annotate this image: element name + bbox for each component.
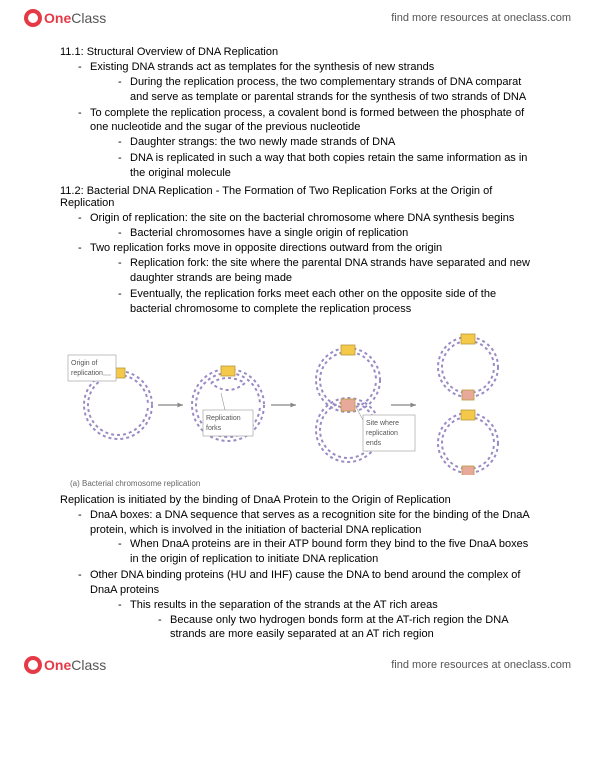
bullet-text: To complete the replication process, a c… xyxy=(90,107,524,134)
bullet-text: Existing DNA strands act as templates fo… xyxy=(90,61,434,73)
logo-icon xyxy=(24,656,42,674)
svg-text:ends: ends xyxy=(366,440,382,447)
footer: OneClass find more resources at oneclass… xyxy=(0,647,595,683)
page-content: 11.1: Structural Overview of DNA Replica… xyxy=(0,36,595,647)
bullet-text: DNA is replicated in such a way that bot… xyxy=(130,152,527,179)
logo: OneClass xyxy=(24,9,106,27)
bullet: When DnaA proteins are in their ATP boun… xyxy=(118,537,535,567)
logo-icon xyxy=(24,9,42,27)
bullet-text: Eventually, the replication forks meet e… xyxy=(130,288,496,315)
section-title-3: Replication is initiated by the binding … xyxy=(60,494,535,506)
bullet-text: During the replication process, the two … xyxy=(130,76,526,103)
bullet-text: Replication fork: the site where the par… xyxy=(130,257,530,284)
bullet: Two replication forks move in opposite d… xyxy=(78,241,535,316)
diagram-caption: (a) Bacterial chromosome replication xyxy=(60,479,535,488)
bullet: DNA is replicated in such a way that bot… xyxy=(118,151,535,181)
svg-text:Site where: Site where xyxy=(366,420,399,427)
bullet-text: Other DNA binding proteins (HU and IHF) … xyxy=(90,569,520,596)
bullet-text: Daughter strangs: the two newly made str… xyxy=(130,136,395,148)
diagram-svg: Origin of replication Replication forks Site… xyxy=(63,325,533,475)
section-title-1: 11.1: Structural Overview of DNA Replica… xyxy=(60,46,535,58)
logo-text: OneClass xyxy=(44,657,106,673)
footer-link[interactable]: find more resources at oneclass.com xyxy=(391,659,571,671)
bullet-text: Bacterial chromosomes have a single orig… xyxy=(130,227,408,239)
bullet: Bacterial chromosomes have a single orig… xyxy=(118,226,535,241)
bullet: DnaA boxes: a DNA sequence that serves a… xyxy=(78,508,535,567)
bullet: Other DNA binding proteins (HU and IHF) … xyxy=(78,568,535,642)
header: OneClass find more resources at oneclass… xyxy=(0,0,595,36)
svg-text:forks: forks xyxy=(206,425,222,432)
logo-text: OneClass xyxy=(44,10,106,26)
header-link[interactable]: find more resources at oneclass.com xyxy=(391,12,571,24)
bullet: Daughter strangs: the two newly made str… xyxy=(118,135,535,150)
bullet: Eventually, the replication forks meet e… xyxy=(118,287,535,317)
svg-text:replication: replication xyxy=(71,370,103,377)
replication-diagram: Origin of replication Replication forks Site… xyxy=(60,325,535,475)
bullet-text: DnaA boxes: a DNA sequence that serves a… xyxy=(90,509,529,536)
svg-text:Origin of: Origin of xyxy=(71,360,98,367)
bullet: Replication fork: the site where the par… xyxy=(118,256,535,286)
svg-text:Replication: Replication xyxy=(206,415,241,422)
bullet: To complete the replication process, a c… xyxy=(78,106,535,181)
section-title-2: 11.2: Bacterial DNA Replication - The Fo… xyxy=(60,185,535,209)
logo: OneClass xyxy=(24,656,106,674)
bullet: Origin of replication: the site on the b… xyxy=(78,211,535,241)
bullet-text: Origin of replication: the site on the b… xyxy=(90,212,514,224)
bullet: Existing DNA strands act as templates fo… xyxy=(78,60,535,105)
bullet: Because only two hydrogen bonds form at … xyxy=(158,613,535,643)
bullet: During the replication process, the two … xyxy=(118,75,535,105)
bullet-text: Because only two hydrogen bonds form at … xyxy=(170,614,508,641)
bullet-text: When DnaA proteins are in their ATP boun… xyxy=(130,538,528,565)
bullet-text: Two replication forks move in opposite d… xyxy=(90,242,442,254)
bullet-text: This results in the separation of the st… xyxy=(130,599,438,611)
bullet: This results in the separation of the st… xyxy=(118,598,535,643)
svg-text:replication: replication xyxy=(366,430,398,437)
